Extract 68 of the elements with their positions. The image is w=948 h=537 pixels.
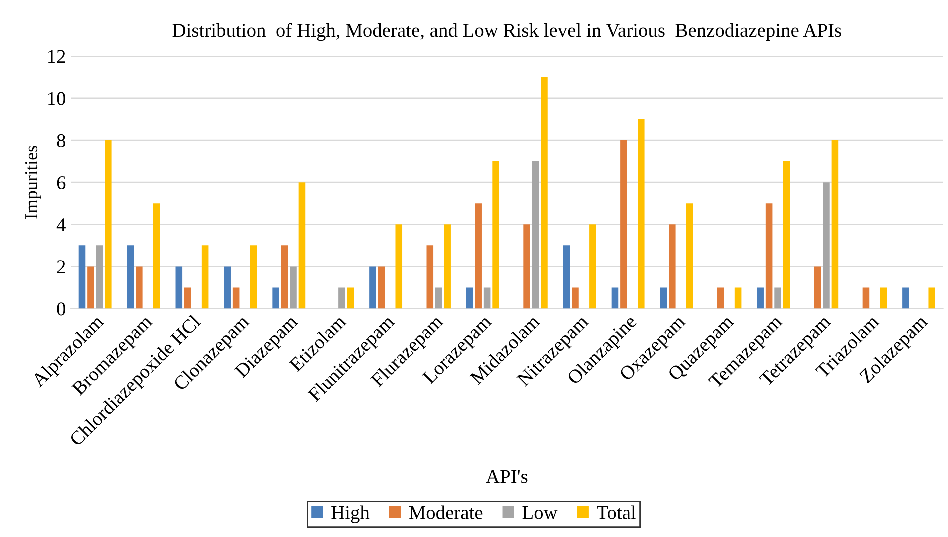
bar — [176, 266, 183, 309]
bar — [880, 288, 888, 309]
bar — [153, 204, 160, 309]
y-tick-label: 4 — [56, 218, 66, 232]
y-tick-label: 10 — [48, 92, 66, 106]
bar — [541, 77, 548, 309]
bar — [426, 246, 434, 309]
bar — [338, 288, 346, 309]
bar — [298, 182, 306, 309]
bar — [766, 204, 773, 309]
bar — [823, 182, 830, 309]
bar — [281, 246, 288, 309]
bar — [347, 288, 354, 309]
bar — [902, 288, 910, 309]
bar — [232, 288, 240, 309]
y-tick-label: 6 — [57, 176, 66, 190]
bar — [862, 288, 870, 309]
bar — [814, 266, 822, 309]
bar — [475, 204, 482, 309]
bar — [524, 224, 530, 309]
bar — [136, 266, 143, 309]
bar — [96, 246, 104, 309]
bar — [832, 140, 839, 309]
bar — [272, 288, 280, 309]
legend-label: High — [332, 506, 370, 524]
bar — [638, 119, 645, 309]
y-tick-label: 12 — [48, 50, 66, 64]
legend-label: Moderate — [409, 506, 483, 520]
bar — [492, 162, 500, 309]
bar — [88, 266, 94, 309]
bar — [127, 246, 134, 309]
bar — [620, 140, 628, 309]
y-tick-label: 8 — [57, 134, 66, 148]
bar — [757, 288, 764, 309]
bar — [290, 266, 297, 309]
bar — [660, 288, 668, 309]
bar — [563, 246, 570, 309]
bar — [444, 224, 451, 309]
bar — [435, 288, 442, 309]
bar — [774, 288, 782, 309]
bar — [184, 288, 192, 309]
bar — [532, 162, 540, 309]
y-axis-title: Impurities — [25, 146, 42, 220]
y-tick-label: 0 — [57, 302, 66, 316]
bar — [783, 162, 790, 309]
bar — [466, 288, 474, 309]
bar — [686, 204, 694, 309]
legend-label: Total — [597, 506, 636, 520]
bar — [928, 288, 936, 309]
chart-title: Distribution of High, Moderate, and Low Risk level in Various Benzodiazepine APIs — [172, 23, 842, 42]
legend-label: Low — [522, 506, 558, 520]
bar — [669, 224, 676, 309]
bar — [572, 288, 579, 309]
bar — [734, 288, 742, 309]
x-axis-title: API's — [486, 470, 528, 484]
bar — [590, 224, 596, 309]
bar — [484, 288, 491, 309]
bar — [224, 266, 231, 309]
y-tick-label: 2 — [57, 260, 66, 274]
bar — [612, 288, 619, 309]
bar — [105, 140, 112, 309]
bar — [717, 288, 724, 309]
bar — [202, 246, 209, 309]
bar — [378, 266, 386, 309]
bar — [370, 266, 376, 309]
bar — [78, 246, 86, 309]
bar — [250, 246, 258, 309]
bar — [396, 224, 403, 309]
